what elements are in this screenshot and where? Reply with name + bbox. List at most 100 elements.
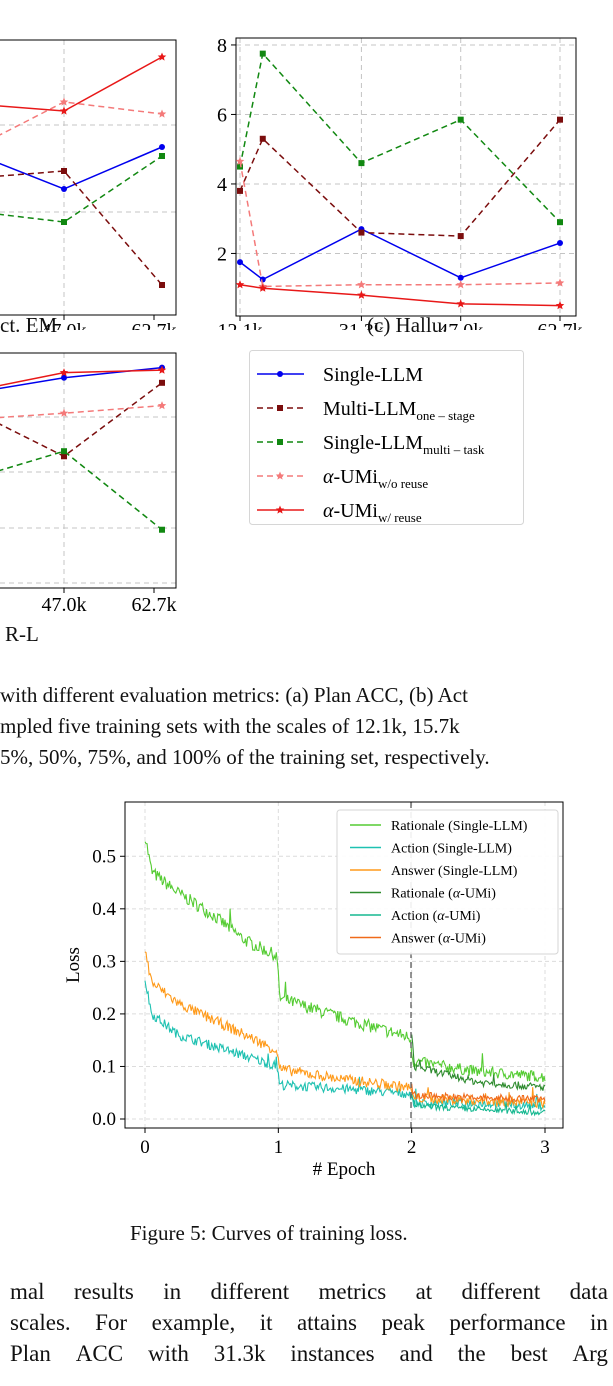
loss-xtick-2: 2 <box>407 1137 417 1158</box>
series-2-point-0 <box>237 163 243 170</box>
legend-frame <box>249 350 524 525</box>
loss-xlabel: # Epoch <box>313 1159 376 1180</box>
series-3-point-1 <box>59 408 69 417</box>
series-line-0 <box>0 146 163 190</box>
series-1-point-1 <box>259 135 266 142</box>
series-4-point-1 <box>59 368 69 377</box>
legend-swatch-marker-2 <box>277 439 283 445</box>
hallu-caption: (c) Hallu. <box>367 313 448 337</box>
series-line-4 <box>0 56 163 112</box>
legend-label-3: α-UMiw/o reuse <box>323 466 428 491</box>
legend-label-4: α-UMiw/ reuse <box>323 500 422 525</box>
series-0-point-4 <box>557 240 563 247</box>
loss-xticks: 0 1 2 3 <box>140 1128 550 1158</box>
word: performance <box>449 1310 566 1335</box>
word: it <box>259 1310 273 1335</box>
series-3-point-0 <box>235 156 245 165</box>
act-em-gridlines <box>0 40 176 315</box>
series-2-point-4 <box>557 219 563 226</box>
series-line-3 <box>239 161 561 288</box>
series-line-2 <box>0 155 163 223</box>
series-0-point-2 <box>159 144 165 150</box>
series-1-point-1 <box>61 168 67 174</box>
rl-caption: R-L <box>5 622 39 646</box>
figure4-caption-line-2: mpled five training sets with the scales… <box>0 714 460 738</box>
loss-legend-label-1: Action (Single-LLM) <box>391 842 512 857</box>
loss-series <box>144 841 546 1117</box>
word: For <box>95 1310 128 1335</box>
loss-xtick-0: 0 <box>140 1137 150 1158</box>
figure4-caption-line-1: with different evaluation metrics: (a) P… <box>0 683 468 707</box>
series-3-point-2 <box>357 280 366 289</box>
word: ACC <box>75 1341 124 1366</box>
act-em-xticks: 47.0k 62.7k <box>42 315 177 330</box>
series-3-point-2 <box>157 401 167 410</box>
act-em-caption: ct. EM <box>0 313 58 337</box>
rl-series <box>0 364 167 533</box>
legend-swatch-marker-4 <box>275 505 285 514</box>
hallu-chart: 2 4 6 8 12.1k 31.3k 47.0k 62.7k <box>217 35 583 330</box>
series-1-point-2 <box>159 282 165 288</box>
series-1-point-3 <box>457 233 464 240</box>
loss-ytick-5: 0.5 <box>92 846 116 867</box>
word: the <box>457 1341 486 1366</box>
loss-series-line-5 <box>411 1083 546 1104</box>
series-2-point-2 <box>159 153 165 159</box>
series-0-point-0 <box>237 259 243 266</box>
series-2-point-2 <box>358 160 365 167</box>
series-line-1 <box>0 382 163 458</box>
hallu-axes-frame <box>235 37 577 317</box>
legend-sub-2: multi – task <box>423 442 485 457</box>
legend-name-1: Multi-LLM <box>323 398 417 420</box>
word: and <box>399 1341 433 1366</box>
act-em-chart: 47.0k 62.7k <box>0 39 177 330</box>
hallu-ytick-3: 8 <box>217 35 227 57</box>
hallu-yticks: 2 4 6 8 <box>217 35 236 265</box>
series-line-2 <box>0 450 163 531</box>
hallu-xtick-2: 47.0k <box>438 320 483 330</box>
rl-chart: 47.0k 62.7k <box>0 352 177 616</box>
word: best <box>510 1341 548 1366</box>
rl-xticks: 47.0k 62.7k <box>42 588 177 616</box>
legend-sub-3: w/o reuse <box>378 476 428 491</box>
loss-legend-label-5: Answer (α-UMi) <box>391 932 486 947</box>
loss-legend-label-0: Rationale (Single-LLM) <box>391 819 528 834</box>
series-1-point-1 <box>61 453 67 460</box>
series-2-point-2 <box>159 526 165 533</box>
loss-legend: Rationale (Single-LLM) Action (Single-LLM… <box>350 819 528 947</box>
series-3-point-3 <box>456 280 465 289</box>
loss-xtick-1: 1 <box>274 1137 284 1158</box>
hallu-ytick-1: 4 <box>217 174 227 196</box>
word: instances <box>290 1341 375 1366</box>
word: example, <box>151 1310 236 1335</box>
hallu-gridlines <box>236 38 576 316</box>
rl-axes <box>0 352 177 589</box>
rl-xtick-0: 47.0k <box>42 594 87 616</box>
legend-entries: Single-LLM Multi-LLMone – stage Single-LLM… <box>257 364 485 525</box>
series-1-point-2 <box>159 379 165 386</box>
series-0-point-3 <box>457 274 464 281</box>
legend-alpha-4: α <box>323 500 334 522</box>
series-1-point-0 <box>237 187 243 194</box>
methods-legend: Single-LLM Multi-LLMone – stage Single-LLM… <box>249 350 524 525</box>
loss-series-line-1 <box>144 980 546 1112</box>
word: mal <box>10 1279 45 1304</box>
series-4-point-2 <box>157 52 167 61</box>
series-4-point-1 <box>59 106 69 115</box>
figure4-caption-line-3: 5%, 50%, 75%, and 100% of the training s… <box>0 745 490 769</box>
legend-sub-4: w/ reuse <box>378 510 422 525</box>
series-3-point-1 <box>59 97 69 106</box>
word: 31.3k <box>213 1341 266 1366</box>
act-em-xtick-0: 47.0k <box>42 320 87 330</box>
paragraph-line-3: Plan ACC with 31.3k instances and the best Arg <box>10 1338 608 1369</box>
legend-name-2: Single-LLM <box>323 432 423 454</box>
loss-yticks: 0.0 0.1 0.2 0.3 0.4 0.5 <box>92 846 125 1130</box>
paragraph-line-2: scales. For example, it attains peak performan… <box>10 1307 608 1338</box>
loss-series-line-4 <box>411 1093 546 1117</box>
act-em-series <box>0 52 167 288</box>
legend-label-2: Single-LLMmulti – task <box>323 432 485 457</box>
series-3-point-2 <box>157 109 167 118</box>
loss-axes-frame <box>124 801 564 1129</box>
series-0-point-1 <box>259 276 266 283</box>
legend-swatch-marker-0 <box>277 371 283 377</box>
